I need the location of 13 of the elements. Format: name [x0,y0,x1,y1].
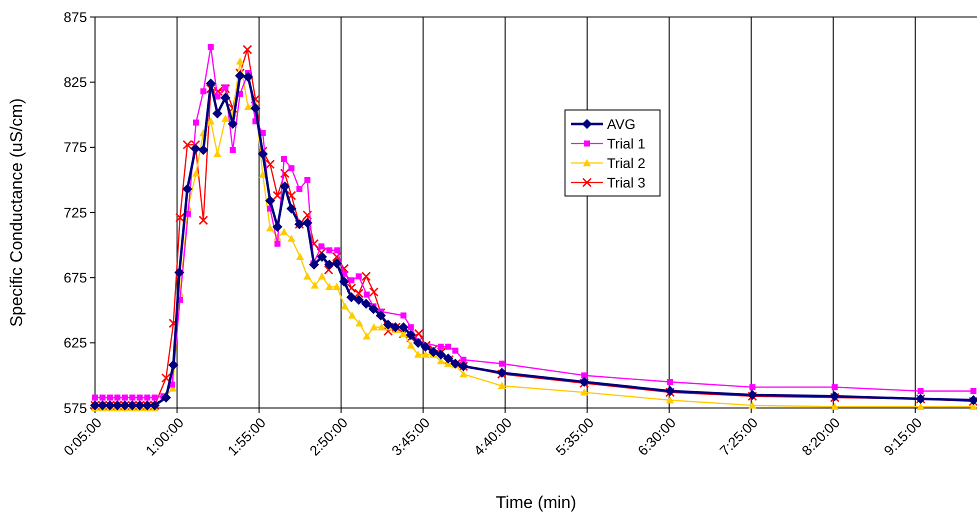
y-tick-label: 675 [64,270,88,286]
legend-label: Trial 2 [607,154,646,171]
legend-label: Trial 1 [607,135,646,152]
x-axis-title: Time (min) [496,493,576,512]
y-tick-label: 775 [64,139,88,156]
y-tick-label: 825 [64,74,88,90]
y-tick-label: 575 [64,400,88,416]
y-tick-label: 725 [64,204,88,220]
y-tick-label: 625 [64,334,88,351]
legend-label: AVG [607,116,636,132]
y-axis-title: Specific Conductance (uS/cm) [7,98,26,327]
legend-label: Trial 3 [607,174,646,190]
y-tick-label: 875 [64,8,88,25]
